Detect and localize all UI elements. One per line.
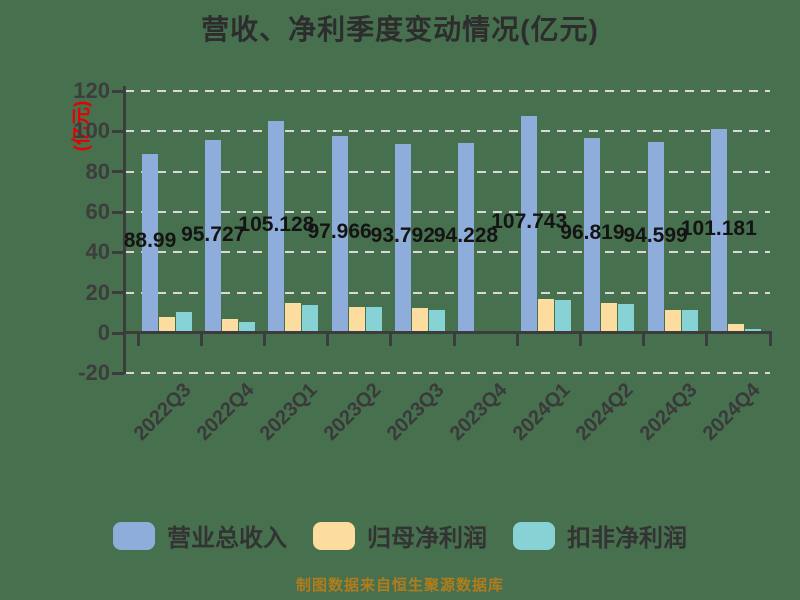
legend-item-total-revenue[interactable]: 营业总收入 — [113, 518, 287, 553]
legend-item-non-gaap-net-profit[interactable]: 扣非净利润 — [513, 518, 687, 553]
legend-swatch-total-revenue — [113, 521, 155, 550]
bar-value-label-2024Q3: 94.599 — [623, 223, 688, 247]
y-axis-tick-label: 60 — [85, 199, 110, 225]
bar-value-label-2024Q2: 96.819 — [560, 221, 625, 245]
bar-net-profit-attributable-2024Q3 — [664, 310, 681, 333]
x-axis-category-label-2024Q4: 2024Q4 — [698, 379, 765, 445]
bar-value-label-2024Q1: 107.743 — [491, 210, 568, 234]
bar-net-profit-attributable-2024Q1 — [538, 299, 555, 333]
bar-non-gaap-net-profit-2022Q3 — [176, 312, 192, 333]
bar-net-profit-attributable-2023Q2 — [348, 306, 365, 333]
x-axis-tick — [199, 333, 203, 346]
y-axis-tick-label: 100 — [73, 118, 110, 144]
x-axis-tick — [136, 333, 140, 346]
bar-non-gaap-net-profit-2024Q4 — [744, 328, 761, 333]
bar-total-revenue-2024Q2 — [584, 137, 601, 333]
y-axis-tick-0 — [112, 331, 124, 335]
data-source-note: 制图数据来自恒生聚源数据库 — [295, 577, 504, 594]
bar-non-gaap-net-profit-2023Q3 — [428, 310, 445, 333]
bar-non-gaap-net-profit-2023Q2 — [365, 306, 382, 333]
bar-total-revenue-2023Q2 — [331, 135, 348, 333]
legend-item-net-profit-attributable[interactable]: 归母净利润 — [313, 518, 487, 553]
bar-non-gaap-net-profit-2024Q1 — [555, 300, 572, 333]
bar-total-revenue-2023Q1 — [268, 121, 285, 333]
legend-swatch-net-profit-attributable — [313, 521, 355, 550]
bar-total-revenue-2022Q3 — [142, 153, 158, 333]
x-axis-category-label-2023Q1: 2023Q1 — [256, 379, 322, 445]
y-axis-tick-40 — [112, 250, 124, 254]
legend: 营业总收入 归母净利润 扣非净利润 — [0, 518, 800, 553]
y-axis-line — [123, 86, 126, 374]
bar-total-revenue-2024Q3 — [647, 142, 664, 333]
bar-non-gaap-net-profit-2024Q3 — [681, 310, 698, 333]
y-axis-tick-label: 0 — [97, 320, 110, 345]
gridline--20 — [125, 372, 770, 375]
y-axis-tick-label: 80 — [85, 158, 110, 184]
x-axis-tick — [389, 333, 393, 346]
gridline-20 — [125, 291, 770, 294]
y-axis-tick--20 — [112, 371, 124, 375]
y-axis-tick-20 — [112, 291, 124, 295]
bar-value-label-2023Q3: 93.792 — [370, 224, 435, 248]
bar-total-revenue-2024Q4 — [710, 129, 727, 333]
y-axis-tick-100 — [112, 129, 124, 133]
gridline-40 — [125, 251, 770, 254]
bar-total-revenue-2023Q3 — [394, 143, 411, 333]
x-axis-tick — [578, 333, 582, 346]
bar-value-label-2022Q3: 88.99 — [123, 229, 177, 253]
bar-total-revenue-2024Q1 — [521, 115, 538, 333]
bar-value-label-2023Q4: 94.228 — [433, 224, 499, 248]
legend-swatch-non-gaap-net-profit — [513, 521, 555, 550]
bar-net-profit-attributable-2023Q1 — [285, 302, 302, 333]
bar-value-label-2023Q2: 97.966 — [307, 220, 372, 244]
y-axis-tick-label: 40 — [85, 239, 110, 265]
bar-total-revenue-2022Q4 — [205, 140, 222, 333]
legend-label-non-gaap-net-profit: 扣非净利润 — [567, 525, 687, 552]
x-axis-line — [124, 331, 772, 334]
legend-label-total-revenue: 营业总收入 — [167, 525, 287, 552]
y-axis-tick-120 — [112, 89, 124, 93]
legend-label-net-profit-attributable: 归母净利润 — [367, 525, 487, 552]
x-axis-tick — [515, 333, 519, 346]
bar-net-profit-attributable-2022Q3 — [159, 316, 175, 333]
y-axis-tick-80 — [112, 170, 124, 174]
x-axis-tick — [326, 333, 330, 346]
bar-value-label-2022Q4: 95.727 — [181, 222, 246, 246]
bar-non-gaap-net-profit-2023Q1 — [302, 304, 319, 333]
bar-net-profit-attributable-2023Q3 — [411, 308, 428, 333]
y-axis-tick-label: 20 — [85, 279, 110, 305]
bar-value-label-2024Q4: 101.181 — [680, 217, 757, 240]
x-axis-tick — [452, 333, 456, 346]
y-axis-tick-60 — [112, 210, 124, 214]
bar-net-profit-attributable-2024Q4 — [727, 323, 744, 333]
bar-net-profit-attributable-2022Q4 — [222, 318, 239, 333]
bar-total-revenue-2023Q4 — [458, 143, 474, 333]
gridline-120 — [125, 90, 770, 93]
bar-value-label-2023Q1: 105.128 — [238, 213, 315, 237]
x-axis-tick — [768, 333, 772, 346]
y-axis-tick-label: 120 — [73, 78, 110, 104]
y-axis-tick-label: -20 — [78, 360, 110, 386]
gridline-80 — [125, 170, 770, 173]
bar-non-gaap-net-profit-2024Q2 — [618, 304, 635, 333]
chart-title: 营收、净利季度变动情况(亿元) — [201, 14, 599, 45]
x-axis-category-label-2024Q2: 2024Q2 — [572, 379, 638, 445]
gridline-60 — [125, 211, 770, 214]
x-axis-tick — [705, 333, 709, 346]
x-axis-tick — [642, 333, 646, 346]
x-axis-tick — [262, 333, 266, 346]
gridline-100 — [125, 130, 770, 133]
bar-non-gaap-net-profit-2022Q4 — [239, 322, 256, 333]
bar-net-profit-attributable-2024Q2 — [601, 303, 618, 333]
